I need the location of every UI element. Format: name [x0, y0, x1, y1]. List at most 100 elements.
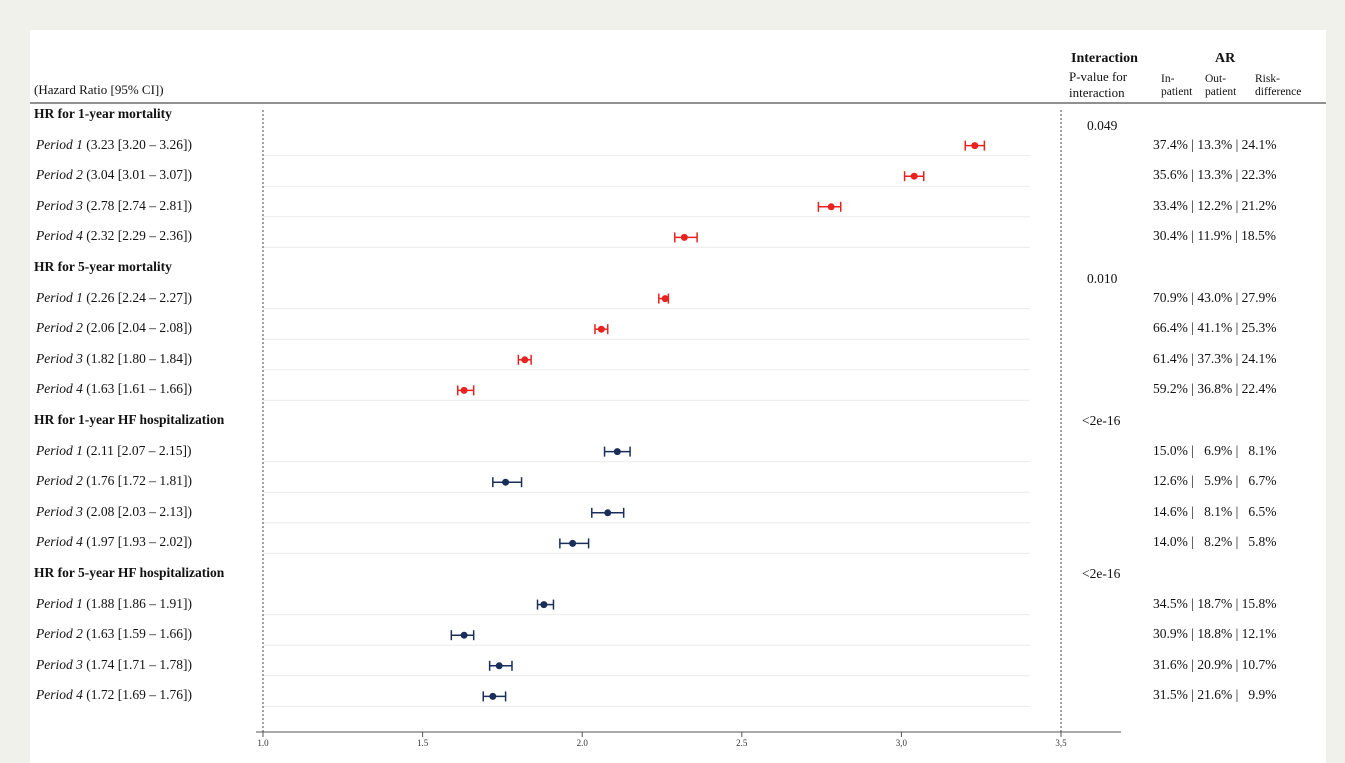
hazard-ratio-value: (1.88 [1.86 – 1.91])	[82, 595, 192, 611]
estimate-mark	[450, 630, 475, 641]
hazard-ratio-value: (2.32 [2.29 – 2.36])	[82, 228, 192, 244]
x-axis: 1.0 1.5 2.0 2.5 3,0 3,5	[256, 731, 1121, 748]
point-estimate	[827, 203, 835, 211]
estimate-mark	[817, 201, 842, 212]
row-label: Period 4 (1.63 [1.61 – 1.66])	[36, 381, 192, 397]
row-label: Period 3 (2.78 [2.74 – 2.81])	[36, 198, 192, 214]
row-label: Period 3 (1.82 [1.80 – 1.84])	[36, 351, 192, 367]
point-estimate	[460, 631, 468, 639]
estimate-mark	[482, 691, 507, 702]
period-label: Period 1	[36, 289, 83, 305]
period-label: Period 3	[36, 350, 83, 366]
ar-values: 37.4% | 13.3% | 24.1%	[1153, 136, 1277, 152]
period-label: Period 1	[36, 136, 83, 152]
ar-values: 35.6% | 13.3% | 22.3%	[1153, 167, 1277, 183]
ar-values: 33.4% | 12.2% | 21.2%	[1153, 197, 1277, 213]
ar-values: 14.0% | 8.2% | 5.8%	[1153, 534, 1277, 550]
group-title: HR for 1-year HF hospitalization	[34, 412, 225, 427]
interaction-p-value: 0.049	[1087, 118, 1118, 133]
row-label: Period 1 (1.88 [1.86 – 1.91])	[36, 596, 192, 612]
ar-values: 14.6% | 8.1% | 6.5%	[1153, 503, 1277, 519]
ar-values: 31.5% | 21.6% | 9.9%	[1153, 687, 1277, 703]
interaction-title: Interaction	[1071, 51, 1138, 66]
row-label: Period 4 (1.72 [1.69 – 1.76])	[36, 687, 192, 703]
estimate-mark	[456, 385, 475, 396]
estimate-mark	[658, 293, 670, 304]
x-tick-label: 1.5	[417, 738, 429, 748]
estimate-marks	[450, 140, 986, 702]
hazard-ratio-value: (1.74 [1.71 – 1.78])	[82, 656, 192, 672]
x-tick-label: 2.5	[736, 738, 748, 748]
ar-values: 15.0% | 6.9% | 8.1%	[1153, 442, 1277, 458]
period-label: Period 3	[36, 197, 83, 213]
row-label: Period 4 (1.97 [1.93 – 2.02])	[36, 534, 192, 550]
period-label: Period 4	[36, 687, 83, 703]
ar-values: 31.6% | 20.9% | 10.7%	[1153, 656, 1277, 672]
forest-plot: 1.0 1.5 2.0 2.5 3,0 3,5	[30, 102, 1326, 748]
point-estimate	[502, 478, 510, 486]
ar-col-risk-difference: Risk- difference	[1255, 73, 1301, 99]
hazard-ratio-value: (2.78 [2.74 – 2.81])	[82, 197, 192, 213]
group-title: HR for 5-year HF hospitalization	[34, 565, 225, 580]
row-label: Period 4 (2.32 [2.29 – 2.36])	[36, 228, 192, 244]
estimate-mark	[903, 171, 925, 182]
ar-col-outpatient-line1: Out-	[1205, 73, 1227, 85]
period-label: Period 2	[36, 167, 83, 183]
ar-values: 66.4% | 41.1% | 25.3%	[1153, 320, 1277, 336]
point-estimate	[597, 325, 605, 333]
row-label: Period 1 (2.11 [2.07 – 2.15])	[36, 443, 191, 459]
period-label: Period 4	[36, 534, 83, 550]
ar-values: 30.4% | 11.9% | 18.5%	[1153, 228, 1277, 244]
x-tick-label: 1.0	[257, 738, 269, 748]
point-estimate	[521, 356, 529, 364]
estimate-mark	[536, 599, 555, 610]
x-tick-label: 3,5	[1055, 738, 1067, 748]
ar-col-inpatient-line1: In-	[1161, 73, 1175, 85]
ar-values: 34.5% | 18.7% | 15.8%	[1153, 595, 1277, 611]
x-tick-label: 3,0	[896, 738, 908, 748]
estimate-mark	[492, 477, 523, 488]
point-estimate	[569, 539, 577, 547]
ar-col-risk-difference-line2: difference	[1255, 86, 1302, 98]
row-label: Period 2 (3.04 [3.01 – 3.07])	[36, 167, 192, 183]
row-label: Period 3 (2.08 [2.03 – 2.13])	[36, 504, 192, 520]
ar-values: 70.9% | 43.0% | 27.9%	[1153, 289, 1277, 305]
hazard-ratio-value: (1.72 [1.69 – 1.76])	[82, 687, 192, 703]
row-label: Period 1 (3.23 [3.20 – 3.26])	[36, 137, 192, 153]
x-tick-label: 2.0	[577, 738, 589, 748]
estimate-mark	[964, 140, 986, 151]
hazard-ratio-value: (2.26 [2.24 – 2.27])	[82, 289, 192, 305]
row-label: Period 2 (1.76 [1.72 – 1.81])	[36, 473, 192, 489]
point-estimate	[495, 662, 503, 670]
hazard-ratio-value: (3.04 [3.01 – 3.07])	[82, 167, 192, 183]
hazard-ratio-value: (1.63 [1.61 – 1.66])	[82, 381, 192, 397]
hazard-ratio-value: (2.11 [2.07 – 2.15])	[82, 442, 192, 458]
period-label: Period 2	[36, 320, 83, 336]
hazard-ratio-value: (1.97 [1.93 – 2.02])	[82, 534, 192, 550]
group-title: HR for 5-year mortality	[34, 259, 172, 274]
row-gridlines	[263, 155, 1030, 707]
hazard-ratio-value: (1.76 [1.72 – 1.81])	[82, 473, 192, 489]
estimate-mark	[594, 324, 609, 335]
period-label: Period 1	[36, 442, 83, 458]
period-label: Period 3	[36, 503, 83, 519]
group-title: HR for 1-year mortality	[34, 106, 172, 121]
ar-values: 61.4% | 37.3% | 24.1%	[1153, 350, 1277, 366]
interaction-p-value: 0.010	[1087, 271, 1118, 286]
point-estimate	[680, 233, 688, 241]
estimate-mark	[674, 232, 698, 243]
row-label: Period 3 (1.74 [1.71 – 1.78])	[36, 657, 192, 673]
hazard-ratio-value: (2.08 [2.03 – 2.13])	[82, 503, 192, 519]
point-estimate	[489, 692, 497, 700]
ar-values: 12.6% | 5.9% | 6.7%	[1153, 473, 1277, 489]
period-label: Period 2	[36, 473, 83, 489]
estimate-mark	[488, 660, 513, 671]
ar-col-outpatient: Out- patient	[1205, 73, 1236, 99]
ar-col-risk-difference-line1: Risk-	[1255, 73, 1280, 85]
estimate-mark	[603, 446, 631, 457]
row-label: Period 2 (1.63 [1.59 – 1.66])	[36, 626, 192, 642]
ar-values: 30.9% | 18.8% | 12.1%	[1153, 626, 1277, 642]
estimate-mark	[591, 507, 625, 518]
point-estimate	[613, 448, 621, 456]
point-estimate	[540, 601, 548, 609]
